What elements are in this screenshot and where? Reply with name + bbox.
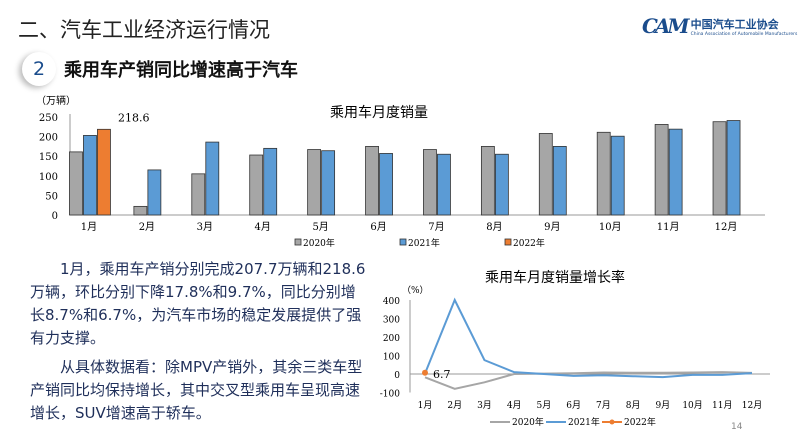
bar-2020年 [365,145,379,216]
data-label: 218.6 [118,111,150,124]
x-tick-label: 7月 [428,221,444,233]
legend-label: 2022年 [624,416,656,428]
x-tick-label: 8月 [626,400,641,411]
bar-2021年 [379,153,393,216]
bar-2020年 [423,149,437,216]
y-tick-label: 100 [383,353,400,363]
bar-2020年 [712,121,727,216]
y-tick-label: 400 [383,297,400,307]
bar-2020年 [133,205,148,216]
x-tick-label: 2月 [447,400,462,411]
y-tick-label: 200 [39,133,58,144]
chart-title: 乘用车月度销量 [330,104,428,121]
legend-swatch [504,238,512,246]
x-tick-label: 4月 [255,221,271,233]
x-tick-label: 10月 [599,221,622,233]
chart-title: 乘用车月度销量增长率 [485,269,625,286]
slide-title: 二、汽车工业经济运行情况 [18,18,270,42]
line-2020年 [424,371,753,390]
y-tick-label: 150 [39,152,58,163]
bar-2020年 [654,124,669,216]
legend-swatch [399,238,407,246]
y-tick-label: 300 [383,316,400,326]
bar-2021年 [263,147,278,216]
bar-chart: 乘用车月度销量 （万辆） 0 50 100 150 200 250 1月 2月 3月 4月 5月 6月 7月… [36,94,765,249]
bar-2020年 [191,173,206,216]
x-tick-label: 11月 [712,400,732,411]
legend-label: 2021年 [408,237,440,249]
legend-label: 2022年 [513,237,545,249]
legend-label: 2020年 [512,416,544,428]
y-axis-unit: （万辆） [36,94,76,107]
x-tick-label: 3月 [477,400,492,411]
bar-2021年 [610,135,625,216]
data-label: 6.7 [433,368,451,381]
x-tick-label: 7月 [596,400,611,411]
x-tick-label: 12月 [715,221,738,233]
y-tick-label: 200 [383,334,400,344]
x-tick-label: 4月 [507,400,522,411]
x-tick-label: 9月 [655,400,670,411]
y-tick-label: 50 [45,191,58,202]
bar-2022年 [97,128,111,216]
x-tick-label: 6月 [566,400,581,411]
bar-2020年 [249,154,264,216]
section-title: 乘用车产销同比增速高于汽车 [64,60,298,81]
x-tick-label: 1月 [418,400,433,411]
x-tick-label: 10月 [682,400,702,411]
bar-2021年 [83,135,97,216]
line-2021年 [424,297,753,379]
x-tick-label: 5月 [312,221,328,233]
logo-cn: 中国汽车工业协会 [690,17,779,31]
x-tick-label: 11月 [657,221,680,233]
x-tick-label: 12月 [742,400,762,411]
logo-en: China Association of Automobile Manufact… [690,31,798,37]
point-2022年 [422,369,428,376]
logo-mark: CAM [642,14,690,38]
caam-logo: CAM 中国汽车工业协会 China Association of Automo… [642,14,797,38]
x-tick-label: 8月 [486,221,502,233]
bar-2021年 [147,169,162,216]
bar-2021年 [494,153,509,216]
bar-2021年 [437,153,451,216]
section-number: 2 [22,52,56,86]
legend-label: 2020年 [303,237,335,249]
x-tick-label: 2月 [139,221,155,233]
y-tick-label: 0 [394,371,400,381]
legend-marker [609,419,615,425]
legend-swatch [294,238,302,246]
y-tick-label: 250 [39,113,58,124]
x-tick-label: 6月 [370,221,386,233]
bar-2021年 [205,141,220,216]
paragraph-1: 1月，乘用车产销分别完成207.7万辆和218.6万辆，环比分别下降17.8%和… [30,260,366,347]
bar-2020年 [480,145,495,216]
bar-2020年 [69,151,83,216]
x-tick-label: 3月 [197,221,213,233]
y-tick-label: 0 [52,211,58,222]
paragraph-2: 从具体数据看：除MPV产销外，其余三类车型产销同比均保持增长，其中交叉型乘用车呈… [30,358,363,422]
bar-2020年 [596,131,611,216]
bar-2020年 [307,149,322,216]
bar-2021年 [668,128,683,216]
section-heading: 2 乘用车产销同比增速高于汽车 [22,52,298,86]
x-tick-label: 5月 [537,400,552,411]
x-tick-label: 1月 [81,221,97,233]
bar-2020年 [538,133,553,216]
bar-2021年 [321,150,336,216]
bar-2021年 [552,145,567,216]
x-tick-label: 9月 [544,221,560,233]
page-number: 14 [731,422,743,432]
legend-label: 2021年 [568,416,600,428]
y-tick-label: 100 [39,172,58,183]
y-tick-label: -100 [380,390,400,400]
bar-2021年 [726,120,741,216]
y-axis-unit: （%） [402,285,429,296]
